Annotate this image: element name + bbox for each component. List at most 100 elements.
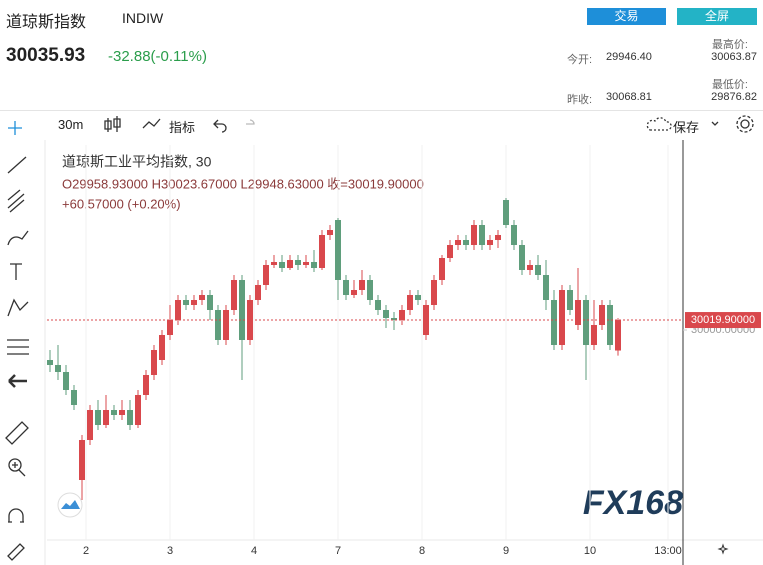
candle-body: [223, 310, 229, 340]
candle-body: [287, 260, 293, 268]
candle-body: [351, 290, 357, 295]
change-text: +60.57000 (+0.20%): [62, 196, 181, 211]
candle-body: [111, 410, 117, 415]
divider: [0, 110, 763, 111]
candle-body: [487, 240, 493, 245]
candle-body: [455, 240, 461, 245]
settings-icon: [717, 543, 729, 555]
candle-body: [399, 310, 405, 320]
candle-body: [415, 295, 421, 300]
candle-body: [127, 410, 133, 425]
candle-body: [575, 300, 581, 325]
ohlc-text: O29958.93000 H30023.67000 L29948.63000 收…: [62, 176, 424, 191]
fullscreen-button[interactable]: 全屏: [677, 8, 757, 25]
candle-body: [263, 265, 269, 285]
x-tick-label: 2: [83, 545, 89, 557]
stat-label: 最低价:: [711, 79, 748, 91]
candle-body: [303, 262, 309, 265]
candle-body: [511, 225, 517, 245]
candle-body: [551, 300, 557, 345]
interval[interactable]: 30m: [58, 117, 84, 132]
candle-body: [271, 262, 277, 265]
candle-body: [607, 305, 613, 345]
candle-body: [567, 290, 573, 310]
candle-body: [367, 280, 373, 300]
candle-body: [423, 305, 429, 335]
candle-body: [375, 300, 381, 310]
indicators[interactable]: 指标: [169, 120, 196, 135]
candle-body: [519, 245, 525, 270]
candle-body: [151, 350, 157, 375]
stat-value: 29876.82: [711, 91, 757, 103]
stat-value: 30068.81: [606, 91, 652, 103]
logo-icon: [61, 500, 80, 509]
x-tick-label: 13:00: [654, 545, 682, 557]
candle-body: [167, 320, 173, 335]
candle-body: [55, 365, 61, 372]
candle-body: [407, 295, 413, 310]
candle-body: [527, 265, 533, 270]
candle-body: [295, 260, 301, 265]
stat-value: 30063.87: [711, 51, 757, 63]
candle-body: [135, 395, 141, 425]
last-price-label: 30019.90000: [691, 314, 755, 326]
candle-body: [79, 440, 85, 480]
candle-body: [559, 290, 565, 345]
candle-body: [535, 265, 541, 275]
x-tick-label: 3: [167, 545, 173, 557]
candle-body: [63, 372, 69, 390]
candle-body: [143, 375, 149, 395]
price: 30035.93: [6, 45, 86, 66]
candle-body: [343, 280, 349, 295]
candle-body: [191, 300, 197, 305]
candle-body: [175, 300, 181, 320]
symbol: INDIW: [122, 10, 164, 26]
x-tick-label: 10: [584, 545, 596, 557]
candle-body: [231, 280, 237, 310]
candle-body: [327, 230, 333, 235]
candle-body: [391, 318, 397, 320]
title: 道琼斯指数: [6, 14, 87, 31]
save[interactable]: 保存: [673, 120, 700, 135]
candle-body: [87, 410, 93, 440]
last-price-box: [685, 312, 761, 329]
candle-body: [431, 280, 437, 305]
candle-body: [439, 258, 445, 280]
candle-body: [503, 200, 509, 225]
candle-body: [447, 245, 453, 258]
candle-body: [495, 235, 501, 240]
candle-body: [183, 300, 189, 305]
chart-title: 道琼斯工业平均指数, 30: [62, 154, 212, 170]
left-toolbar-border: [44, 140, 763, 565]
change: -32.88(-0.11%): [108, 48, 207, 65]
x-tick-label: 4: [251, 545, 257, 557]
candle-body: [103, 410, 109, 425]
candle-body: [199, 295, 205, 300]
logo-badge: [57, 492, 83, 518]
candle-body: [359, 280, 365, 290]
trade-button[interactable]: 交易: [587, 8, 666, 25]
candle-body: [471, 225, 477, 245]
candle-body: [255, 285, 261, 300]
candle-body: [71, 390, 77, 405]
stat-label: 最高价:: [711, 39, 748, 51]
candle-body: [383, 310, 389, 318]
candle-body: [247, 300, 253, 340]
candle-body: [215, 310, 221, 340]
stat-label: 今开:: [567, 54, 593, 66]
candle-body: [599, 305, 605, 325]
stat-label: 昨收:: [567, 94, 593, 106]
candle-body: [47, 360, 53, 365]
toolbar-icons: [5, 115, 754, 561]
candle-body: [207, 295, 213, 310]
candle-body: [463, 240, 469, 245]
candle-body: [239, 280, 245, 340]
candle-body: [95, 410, 101, 425]
candle-body: [311, 262, 317, 268]
candle-body: [159, 335, 165, 360]
candle-body: [615, 320, 621, 351]
x-tick-label: 9: [503, 545, 509, 557]
candle-body: [543, 275, 549, 300]
